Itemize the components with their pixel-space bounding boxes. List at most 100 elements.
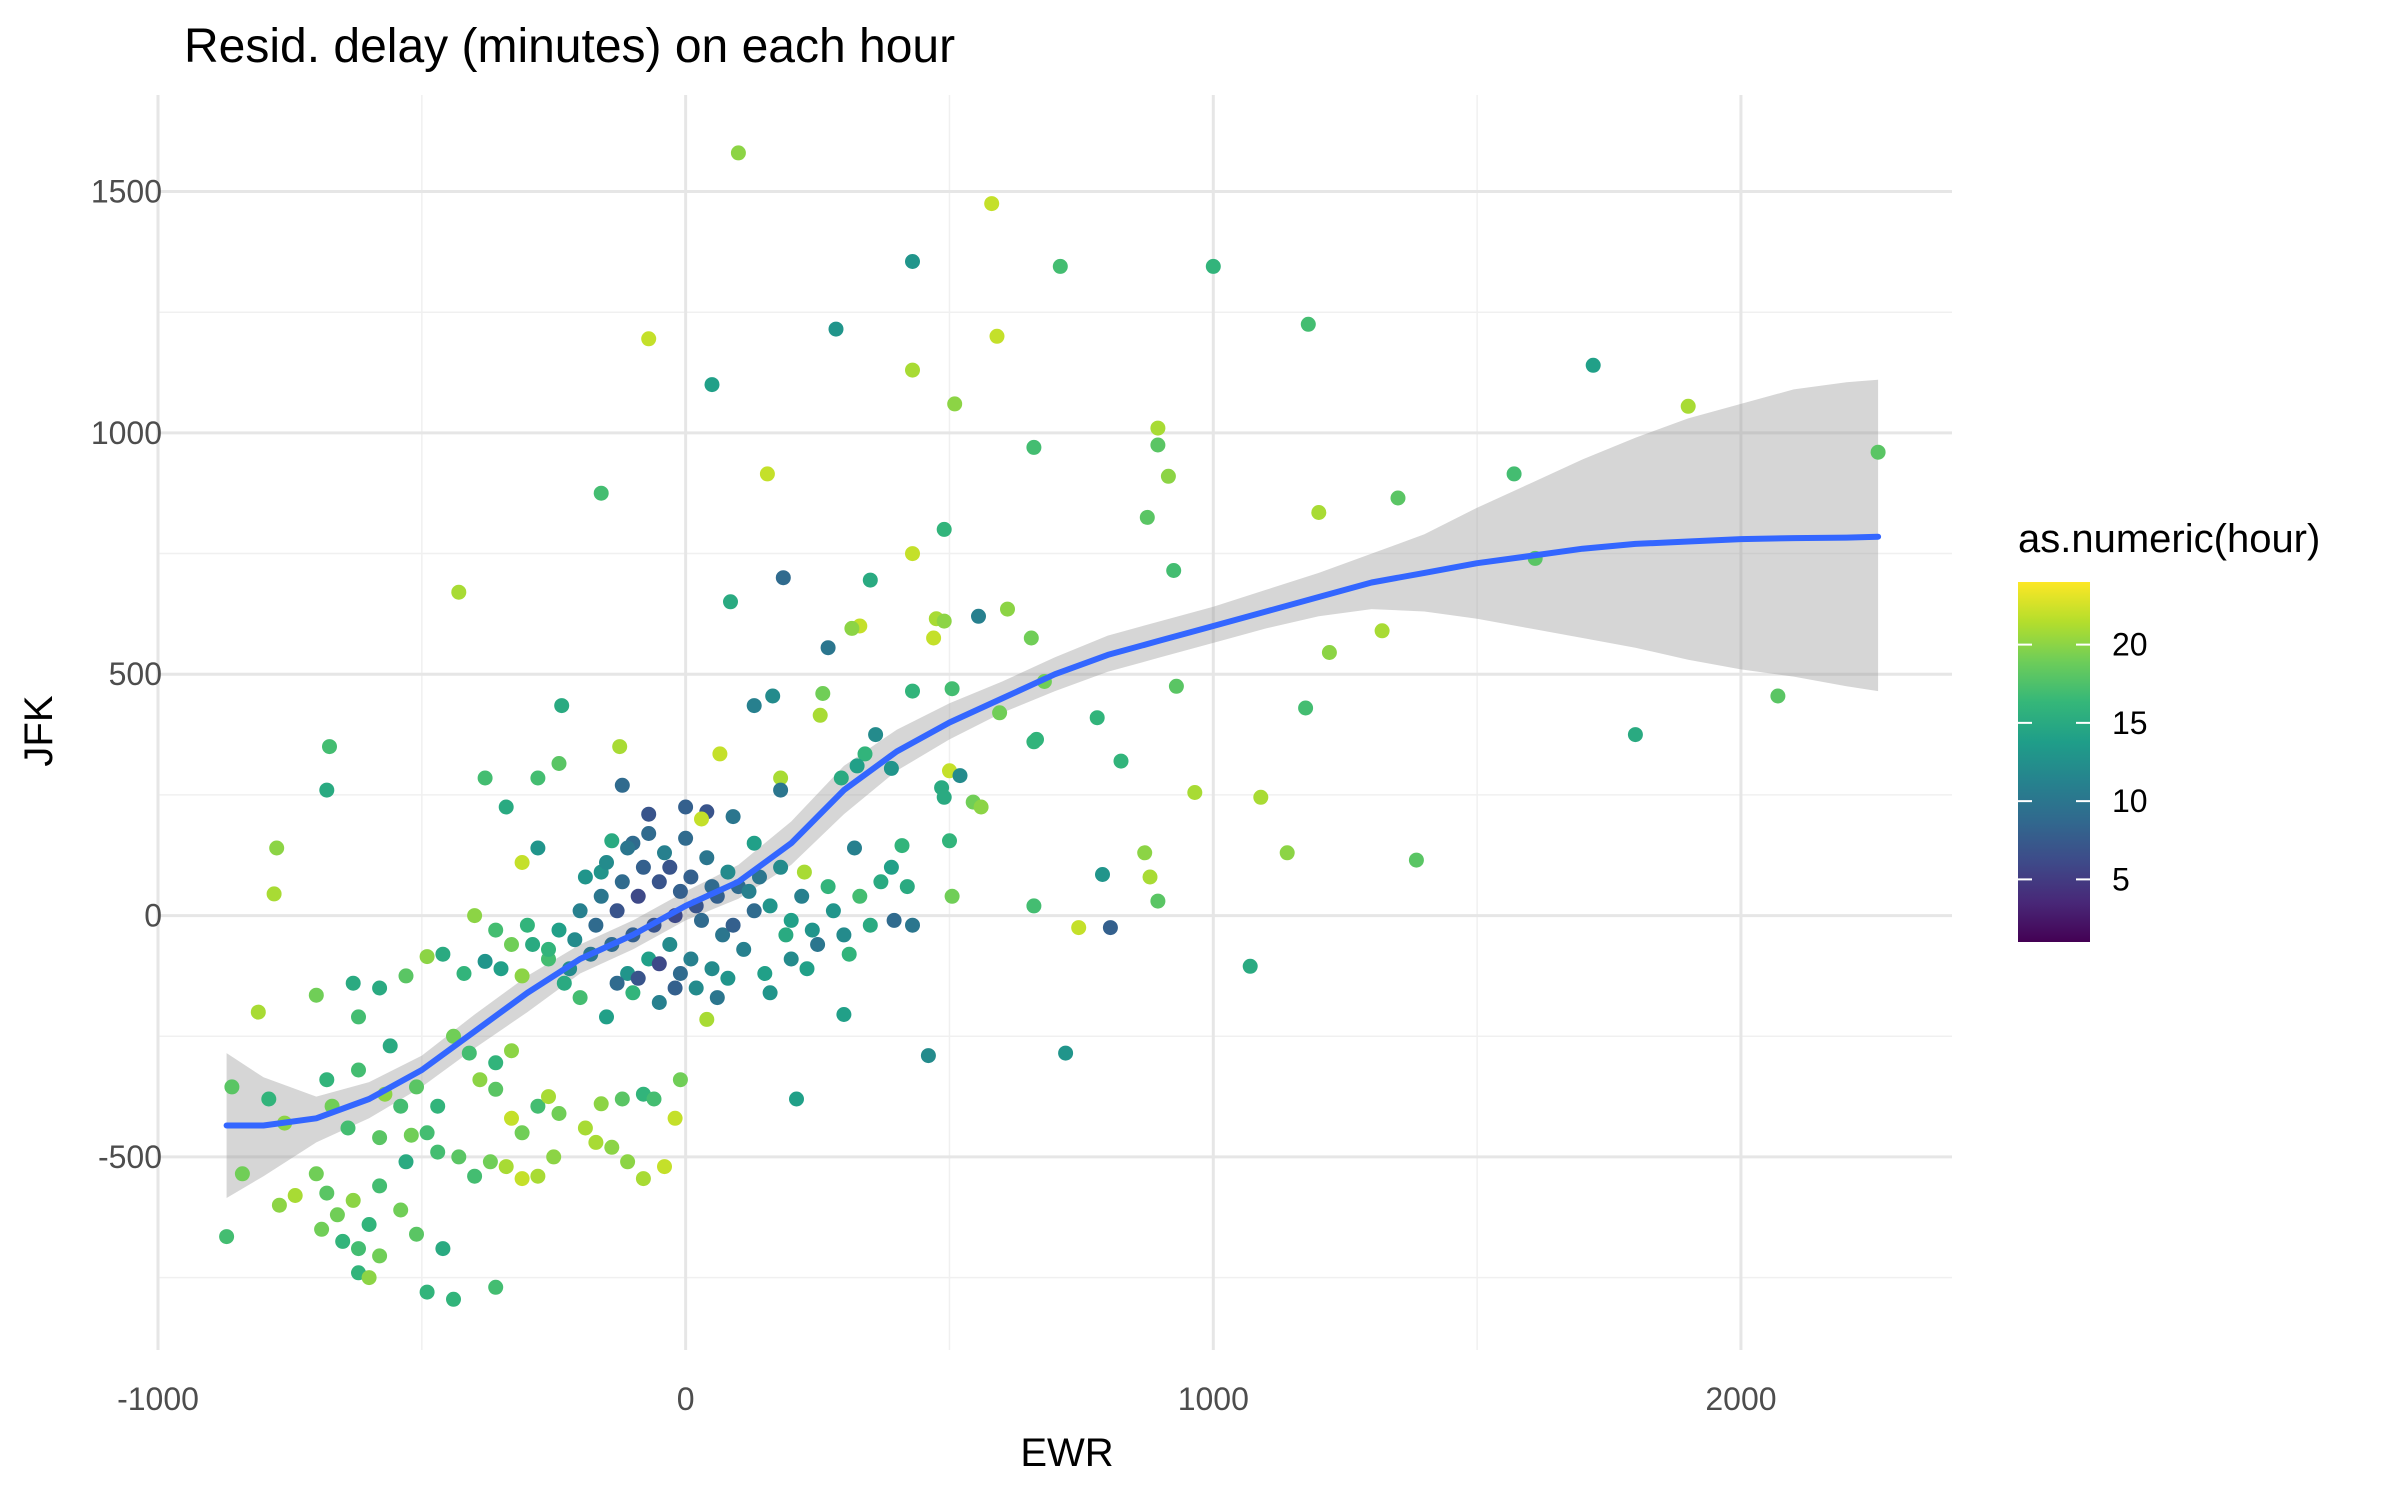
data-point [868,727,884,743]
x-axis-ticks: -1000 0 1000 2000 [117,1381,1776,1417]
data-point [1627,727,1643,743]
data-point [498,1159,514,1175]
data-point [345,1192,361,1208]
data-point [556,975,572,991]
data-point [746,903,762,919]
data-point [1058,1045,1074,1061]
data-point [604,833,620,849]
legend-tick-label: 10 [2112,783,2148,819]
data-point [857,746,873,762]
data-point [672,883,688,899]
data-point [403,1127,419,1143]
data-point [409,1226,424,1242]
data-point [873,874,889,890]
data-point [599,855,614,870]
data-point [905,683,920,699]
data-point [810,937,826,952]
data-point [266,886,282,902]
data-point [514,1125,530,1141]
data-point [1279,845,1295,861]
data-point [1680,398,1696,414]
data-point [1506,466,1522,482]
chart-title: Resid. delay (minutes) on each hour [184,20,955,73]
legend-ticks: 5 10 15 20 [2018,627,2148,897]
data-point [984,196,1000,212]
confidence-band-layer [226,379,1879,1198]
data-point [725,917,741,933]
data-point [775,570,791,586]
data-point [720,970,736,986]
data-point [694,912,709,928]
data-point [530,770,546,786]
data-point [841,946,857,962]
data-point [612,739,628,755]
data-point [1000,601,1015,617]
data-point [319,782,335,798]
data-point [762,898,778,914]
color-legend: as.numeric(hour) 5 10 15 20 [2018,517,2320,942]
legend-tick-label: 5 [2112,861,2130,897]
data-point [820,640,836,656]
data-point [1187,785,1203,800]
data-point [1095,867,1110,882]
y-axis-title: JFK [17,695,61,766]
data-point [815,686,831,701]
data-point [322,739,337,755]
data-point [271,1197,287,1213]
data-point [662,937,678,952]
grid [156,95,1952,1350]
data-point [456,966,472,981]
data-point [905,546,920,562]
data-point [351,1009,366,1025]
data-point [551,1106,567,1121]
data-point [335,1233,351,1249]
data-point [833,770,849,786]
data-point [723,594,738,610]
data-point [920,1048,936,1064]
data-point [261,1091,277,1107]
data-point [1253,789,1269,805]
data-point [847,840,862,856]
data-point [541,1089,556,1105]
data-point [762,985,778,1001]
data-point [651,874,667,890]
data-point [308,987,324,1003]
data-point [804,922,820,938]
data-point [319,1185,335,1201]
data-point [1137,845,1153,861]
data-point [477,953,493,969]
data-point [419,1284,435,1300]
data-point [1089,710,1105,726]
data-point [361,1270,377,1286]
x-axis-title: EWR [1020,1431,1113,1475]
data-point [1298,700,1314,716]
data-point [514,1171,530,1187]
smooth-line [223,533,1882,1129]
data-point [419,1125,435,1141]
data-point [725,809,741,825]
data-point [1023,630,1039,646]
data-point [1142,869,1158,885]
data-point [773,782,789,798]
data-point [952,768,968,784]
data-point [530,1168,546,1184]
data-point [796,864,812,880]
data-point [936,789,952,805]
data-point [757,966,773,981]
data-point [572,903,588,919]
data-point [852,888,868,904]
data-point [812,707,828,723]
data-point [599,1009,614,1025]
data-point [419,949,435,965]
data-point [620,1154,636,1170]
data-point [472,1072,488,1088]
data-point [641,826,657,841]
data-point [672,966,688,981]
data-point [287,1188,303,1203]
legend-title: as.numeric(hour) [2018,517,2320,561]
data-point [451,1149,467,1165]
data-point [1150,893,1166,909]
data-point [1870,444,1886,460]
data-point [1585,357,1601,373]
data-point [593,485,609,501]
